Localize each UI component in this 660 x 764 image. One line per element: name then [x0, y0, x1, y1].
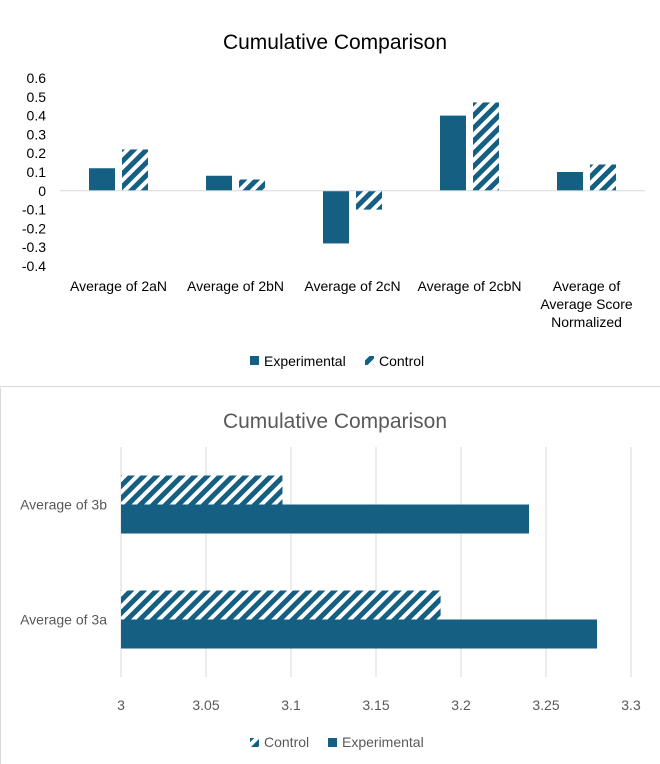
chart-1-svg: Cumulative Comparison 0.6 0.5 0.4 0.3 0.2 0.1…: [22, 31, 645, 369]
y-tick-label: 0.4: [27, 108, 47, 124]
category-label: Average of 3b: [20, 497, 107, 513]
y-tick-label: -0.2: [22, 220, 46, 236]
x-tick-label: 3.05: [192, 697, 219, 713]
bar-experimental: [206, 175, 232, 191]
chart-1-title: Cumulative Comparison: [223, 31, 447, 54]
bar-experimental: [323, 190, 349, 244]
y-tick-label: 0.3: [27, 126, 47, 142]
y-tick-label: 0.6: [27, 70, 47, 86]
bar-control: [239, 179, 265, 191]
x-tick-label: 3.3: [621, 697, 641, 713]
y-tick-label: 0.5: [27, 89, 47, 105]
chart-1-x-axis: Average of 2aN Average of 2bN Average of 2…: [70, 278, 633, 330]
y-tick-label: -0.1: [22, 202, 46, 218]
legend-label-control: Control: [379, 353, 424, 369]
panel-border: [0, 388, 1, 764]
chart-1-legend: Experimental Control: [250, 353, 424, 369]
legend-label-experimental: Experimental: [342, 734, 424, 750]
category-label: Average of 2cbN: [417, 278, 521, 294]
category-label: Average of 2aN: [70, 278, 167, 294]
bar-experimental: [440, 115, 466, 191]
category-label: Average of: [553, 278, 621, 294]
legend-swatch-experimental: [250, 356, 259, 365]
x-tick-label: 3.1: [281, 697, 301, 713]
legend-swatch-experimental: [328, 738, 337, 747]
chart-vertical-bars: Cumulative Comparison 0.6 0.5 0.4 0.3 0.2 0.1…: [21, 31, 645, 369]
bar-experimental: [121, 504, 529, 534]
bar-control: [121, 475, 283, 505]
chart-2-legend: Control Experimental: [250, 734, 424, 750]
y-tick-label: 0.2: [27, 145, 47, 161]
bar-control: [356, 190, 382, 210]
y-tick-label: 0.1: [27, 164, 47, 180]
category-label: Average of 2bN: [187, 278, 284, 294]
x-tick-label: 3.2: [451, 697, 471, 713]
category-label: Average of 3a: [20, 612, 107, 628]
bar-experimental: [557, 172, 583, 191]
chart-2-y-axis: Average of 3b Average of 3a: [20, 497, 107, 628]
chart-2-x-axis: 3 3.05 3.1 3.15 3.2 3.25 3.3: [117, 697, 641, 713]
legend-swatch-control: [365, 356, 374, 365]
category-label: Average Score: [540, 296, 633, 312]
legend-label-experimental: Experimental: [264, 353, 346, 369]
bar-control: [121, 590, 441, 620]
bar-control: [473, 102, 499, 191]
chart-1-plot-area: [89, 102, 616, 244]
x-tick-label: 3.25: [532, 697, 559, 713]
y-tick-label: 0: [38, 183, 46, 199]
category-label: Average of 2cN: [304, 278, 400, 294]
legend-swatch-control: [250, 738, 259, 747]
x-tick-label: 3.15: [362, 697, 389, 713]
x-tick-label: 3: [117, 697, 125, 713]
bar-experimental: [89, 168, 115, 191]
chart-2-plot-area: [121, 475, 597, 649]
legend-label-control: Control: [264, 734, 309, 750]
bar-control: [122, 149, 148, 191]
chart-horizontal-bars: Cumulative Comparison Average of 3b Avera…: [0, 387, 660, 764]
category-label: Normalized: [551, 314, 622, 330]
y-tick-label: -0.4: [22, 258, 46, 274]
chart-1-y-axis: 0.6 0.5 0.4 0.3 0.2 0.1 0 -0.1 -0.2 -0.3 -0.4: [22, 70, 46, 274]
y-tick-label: -0.3: [22, 239, 46, 255]
bar-experimental: [121, 619, 597, 649]
chart-2-title: Cumulative Comparison: [223, 410, 447, 433]
bar-control: [590, 164, 616, 191]
chart-2-svg: Cumulative Comparison Average of 3bAvera…: [20, 410, 641, 750]
